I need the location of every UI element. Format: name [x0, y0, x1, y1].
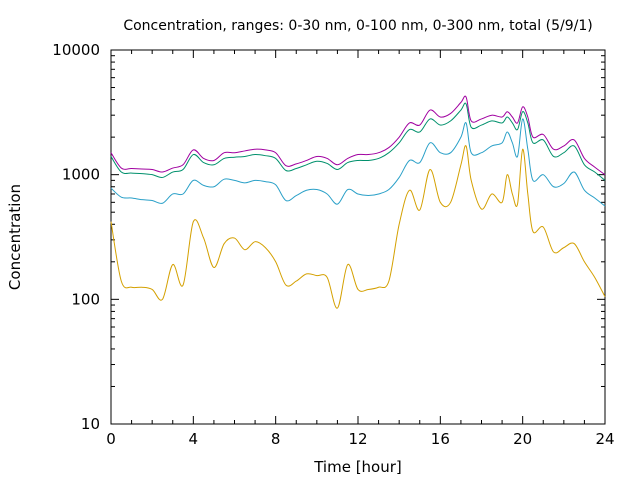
x-tick-label: 16: [431, 430, 450, 448]
x-tick-label: 12: [348, 430, 367, 448]
y-axis-label: Concentration: [6, 184, 24, 290]
series-line-1: [110, 145, 606, 309]
x-tick-label: 20: [513, 430, 532, 448]
x-tick-label: 24: [595, 430, 614, 448]
y-tick-label: 10000: [52, 41, 100, 59]
chart-title: Concentration, ranges: 0-30 nm, 0-100 nm…: [123, 18, 592, 34]
y-tick-label: 100: [71, 290, 100, 308]
plot-frame: [110, 49, 606, 425]
x-axis-label: Time [hour]: [313, 458, 402, 476]
series-line-2: [110, 118, 606, 207]
series-line-3: [110, 102, 606, 181]
y-tick-label: 1000: [62, 166, 100, 184]
x-tick-label: 4: [189, 430, 199, 448]
x-tick-label: 8: [271, 430, 281, 448]
x-tick-label: 0: [106, 430, 116, 448]
series-line-4: [110, 95, 606, 176]
y-tick-label: 10: [81, 415, 100, 433]
